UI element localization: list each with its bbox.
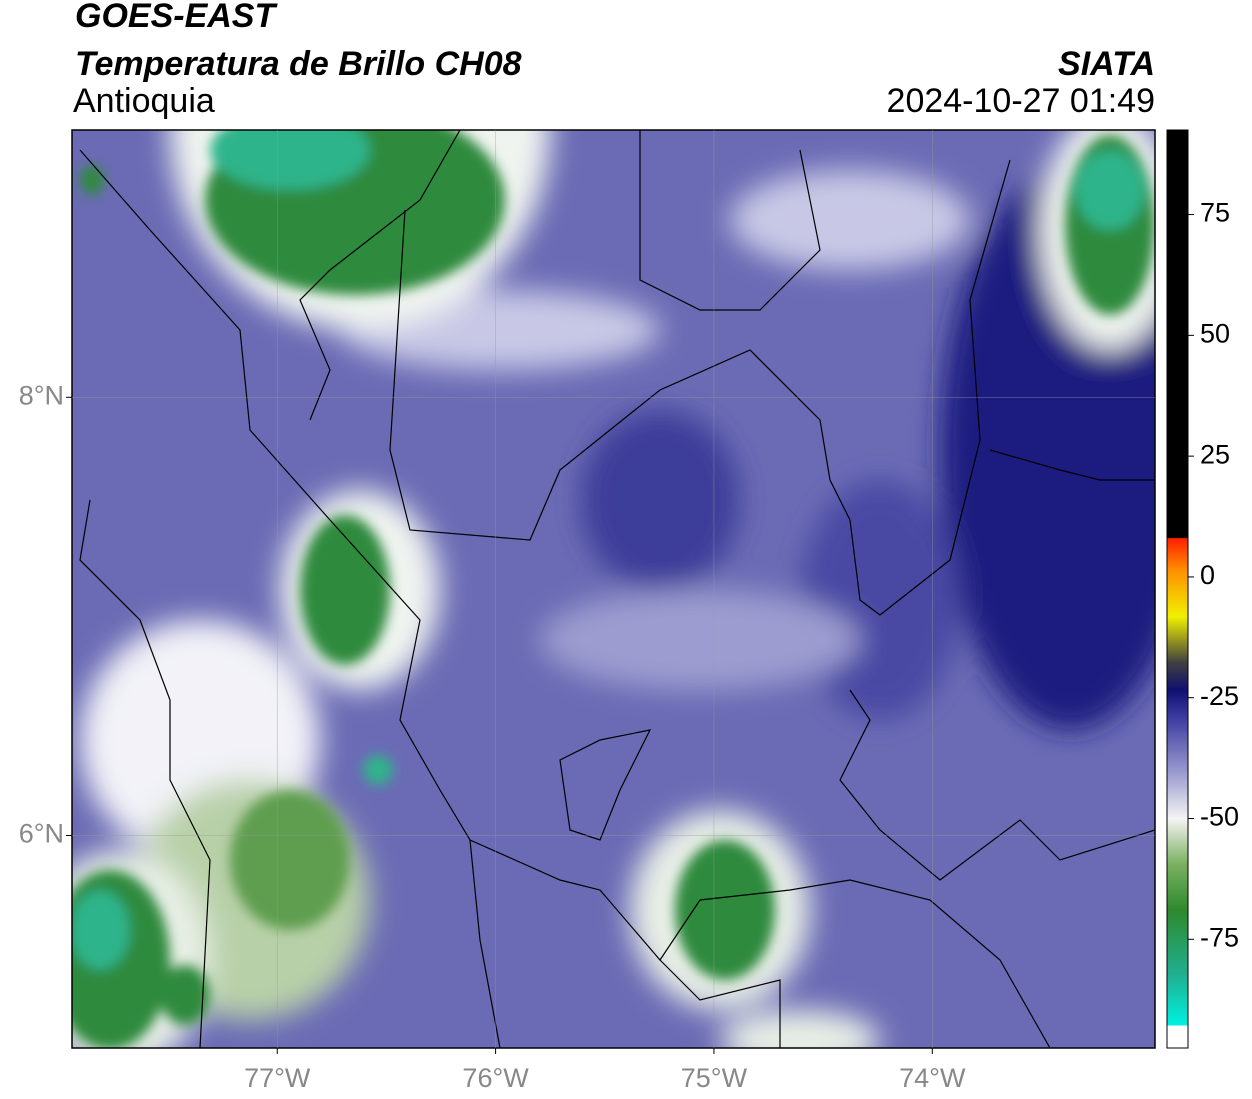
colorbar-tick-label: -50: [1200, 802, 1239, 832]
source: SIATA: [1058, 45, 1155, 83]
timestamp: 2024-10-27 01:49: [887, 82, 1155, 120]
colorbar-tick-label: 50: [1200, 318, 1230, 348]
colorbar: [1166, 129, 1189, 1049]
colorbar-tick-label: -25: [1200, 681, 1239, 711]
y-tick-label: 8°N: [19, 380, 64, 410]
subtitle: Temperatura de Brillo CH08: [75, 45, 522, 83]
x-tick-label: 76°W: [462, 1063, 529, 1093]
x-tick-label: 75°W: [681, 1063, 748, 1093]
colorbar-tick-label: -75: [1200, 922, 1239, 952]
x-tick-label: 74°W: [899, 1063, 966, 1093]
region: Antioquia: [73, 82, 215, 120]
map-frame: [71, 129, 1156, 1049]
colorbar-tick-label: 25: [1200, 439, 1230, 469]
colorbar-tick-label: 0: [1200, 560, 1215, 590]
colorbar-tick-label: 75: [1200, 198, 1230, 228]
y-tick-label: 6°N: [19, 819, 64, 849]
map-image: [72, 130, 1155, 1048]
boundaries: [79, 130, 1155, 1048]
x-tick-label: 77°W: [244, 1063, 311, 1093]
title: GOES-EAST: [75, 0, 278, 35]
